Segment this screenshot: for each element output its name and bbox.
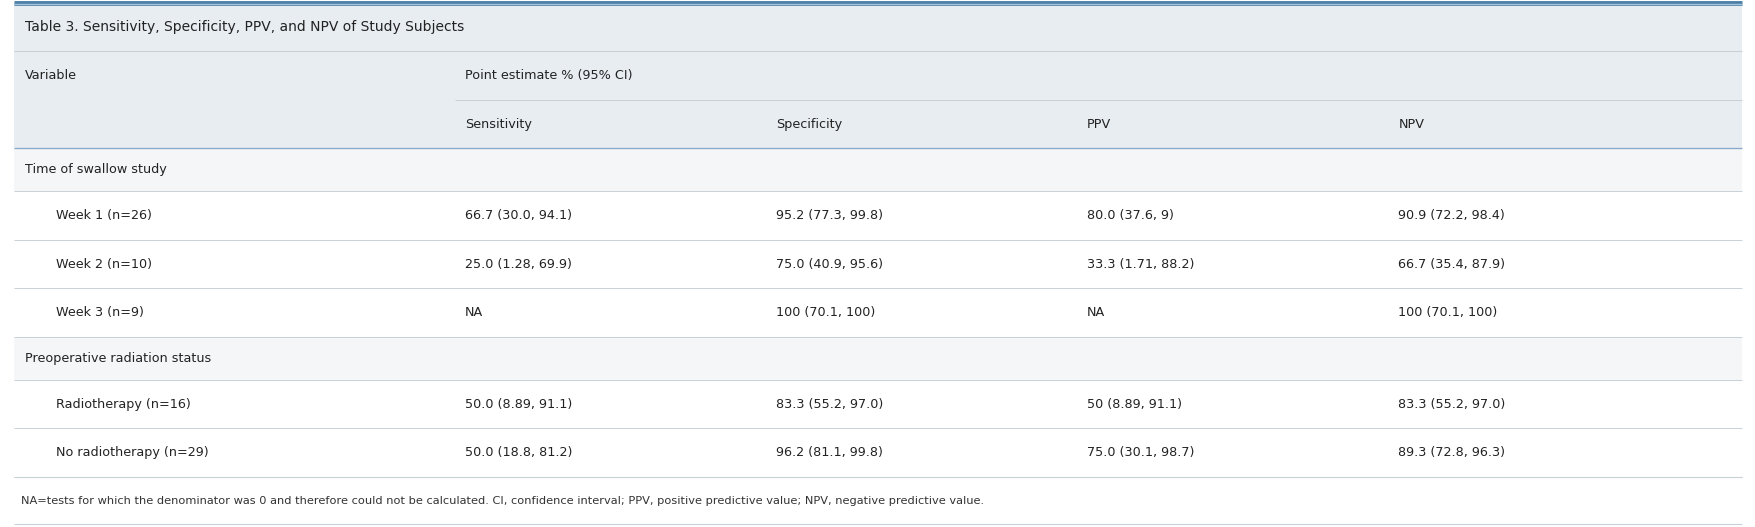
Bar xyxy=(14,191,1741,240)
Text: 80.0 (37.6, 9): 80.0 (37.6, 9) xyxy=(1086,209,1174,222)
Bar xyxy=(14,100,1741,149)
Text: Week 1 (n=26): Week 1 (n=26) xyxy=(56,209,153,222)
Text: 75.0 (40.9, 95.6): 75.0 (40.9, 95.6) xyxy=(776,258,883,270)
Text: NA: NA xyxy=(465,306,483,319)
Text: 50 (8.89, 91.1): 50 (8.89, 91.1) xyxy=(1086,397,1181,411)
Bar xyxy=(14,51,1741,100)
Text: 83.3 (55.2, 97.0): 83.3 (55.2, 97.0) xyxy=(776,397,883,411)
Text: Radiotherapy (n=16): Radiotherapy (n=16) xyxy=(56,397,191,411)
Text: NA: NA xyxy=(1086,306,1106,319)
Bar xyxy=(14,337,1741,379)
Text: 95.2 (77.3, 99.8): 95.2 (77.3, 99.8) xyxy=(776,209,883,222)
Text: 25.0 (1.28, 69.9): 25.0 (1.28, 69.9) xyxy=(465,258,572,270)
Bar xyxy=(14,149,1741,191)
Text: 100 (70.1, 100): 100 (70.1, 100) xyxy=(776,306,876,319)
Text: Table 3. Sensitivity, Specificity, PPV, and NPV of Study Subjects: Table 3. Sensitivity, Specificity, PPV, … xyxy=(25,20,463,34)
Text: 90.9 (72.2, 98.4): 90.9 (72.2, 98.4) xyxy=(1397,209,1504,222)
Bar xyxy=(14,3,1741,51)
Text: 33.3 (1.71, 88.2): 33.3 (1.71, 88.2) xyxy=(1086,258,1193,270)
Bar xyxy=(14,379,1741,428)
Text: Specificity: Specificity xyxy=(776,118,842,131)
Text: 75.0 (30.1, 98.7): 75.0 (30.1, 98.7) xyxy=(1086,446,1193,459)
Text: Week 2 (n=10): Week 2 (n=10) xyxy=(56,258,153,270)
Text: 50.0 (18.8, 81.2): 50.0 (18.8, 81.2) xyxy=(465,446,572,459)
Text: Week 3 (n=9): Week 3 (n=9) xyxy=(56,306,144,319)
Text: Time of swallow study: Time of swallow study xyxy=(25,163,167,177)
Text: 83.3 (55.2, 97.0): 83.3 (55.2, 97.0) xyxy=(1397,397,1504,411)
Bar xyxy=(14,288,1741,337)
Text: NA=tests for which the denominator was 0 and therefore could not be calculated. : NA=tests for which the denominator was 0… xyxy=(21,496,983,505)
Text: PPV: PPV xyxy=(1086,118,1111,131)
Text: 66.7 (30.0, 94.1): 66.7 (30.0, 94.1) xyxy=(465,209,572,222)
Text: Variable: Variable xyxy=(25,69,77,82)
Text: 89.3 (72.8, 96.3): 89.3 (72.8, 96.3) xyxy=(1397,446,1504,459)
Text: NPV: NPV xyxy=(1397,118,1423,131)
Text: Preoperative radiation status: Preoperative radiation status xyxy=(25,352,211,365)
Text: 100 (70.1, 100): 100 (70.1, 100) xyxy=(1397,306,1497,319)
Text: Point estimate % (95% CI): Point estimate % (95% CI) xyxy=(465,69,632,82)
Text: 66.7 (35.4, 87.9): 66.7 (35.4, 87.9) xyxy=(1397,258,1504,270)
Text: Sensitivity: Sensitivity xyxy=(465,118,532,131)
Bar xyxy=(14,428,1741,477)
Bar xyxy=(14,240,1741,288)
Bar xyxy=(14,477,1741,524)
Text: No radiotherapy (n=29): No radiotherapy (n=29) xyxy=(56,446,209,459)
Text: 96.2 (81.1, 99.8): 96.2 (81.1, 99.8) xyxy=(776,446,883,459)
Text: 50.0 (8.89, 91.1): 50.0 (8.89, 91.1) xyxy=(465,397,572,411)
